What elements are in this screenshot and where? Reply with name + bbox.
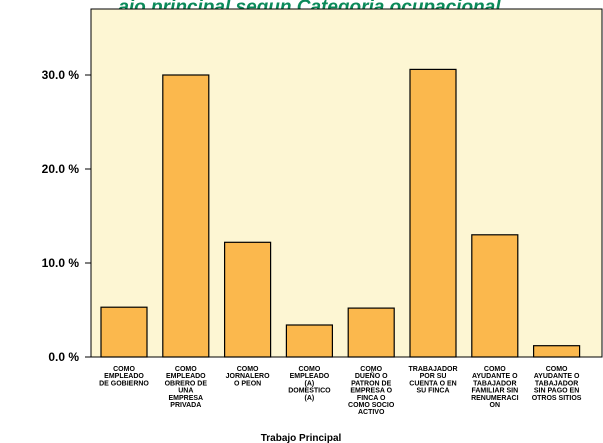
x-axis-title: Trabajo Principal: [261, 433, 342, 443]
x-category-label-1: COMO EMPLEADO DE GOBIERNO: [99, 366, 149, 387]
x-axis-category-labels: COMO EMPLEADO DE GOBIERNO COMO EMPLEADO OBRER…: [99, 366, 582, 416]
bar-3: [224, 241, 272, 358]
bar-6: [409, 68, 457, 358]
bar-5: [347, 307, 395, 358]
x-category-label-3: COMO JORNALERO O PEON: [226, 366, 271, 387]
bar-2: [162, 74, 210, 358]
bar-1: [100, 306, 148, 358]
x-category-label-2: COMO EMPLEADO OBRERO DE UNA EMPRESA PRIVADA: [165, 366, 208, 409]
x-category-label-5: COMO DUEÑO O PATRON DE EMPRESA O FINCA O COMO…: [348, 366, 395, 416]
bar-4: [285, 324, 333, 358]
y-tick-label: 30.0 %: [42, 68, 80, 82]
y-axis: 0.0 % 10.0 % 20.0 % 30.0 %: [42, 68, 91, 364]
x-category-label-4: COMO EMPLEADO (A) DOMESTICO (A): [288, 366, 331, 402]
y-tick-label: 20.0 %: [42, 162, 80, 176]
y-tick-label: 10.0 %: [42, 256, 80, 270]
x-category-label-8: COMO AYUDANTE O TABAJADOR SIN PAGO EN OTROS …: [532, 366, 582, 402]
y-tick-label: 0.0 %: [48, 350, 79, 364]
bar-7: [471, 234, 519, 358]
x-category-label-7: COMO AYUDANTE O TABAJADOR FAMILIAR SIN RENUM…: [471, 366, 519, 409]
x-category-label-6: TRABAJADOR POR SU CUENTA O EN SU FINCA: [409, 366, 458, 395]
bar-8: [532, 345, 581, 358]
